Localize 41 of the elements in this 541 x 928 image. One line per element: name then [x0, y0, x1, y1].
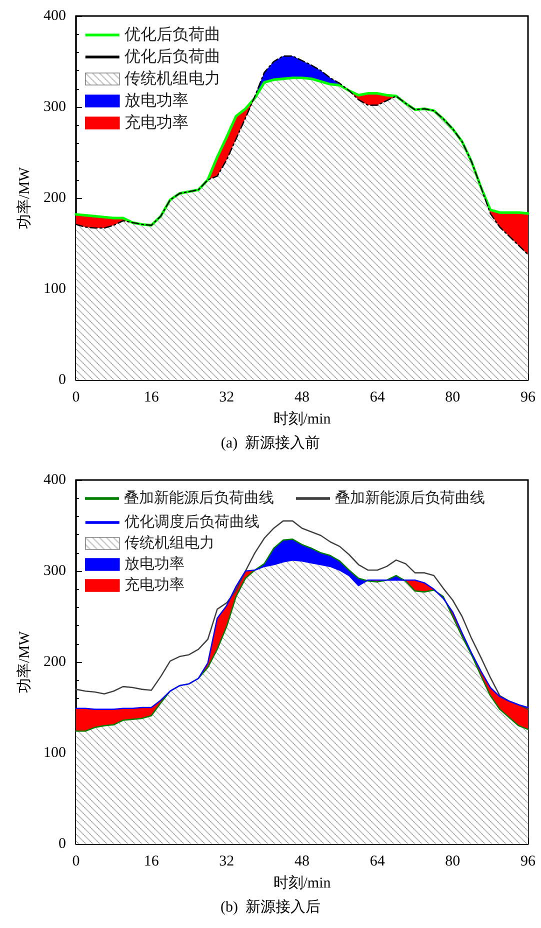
- x-tick-label: 64: [370, 390, 386, 406]
- legend-label: 充电功率: [124, 576, 184, 594]
- y-tick-label: 200: [44, 190, 66, 206]
- y-tick-label: 300: [44, 99, 66, 115]
- x-tick-label: 0: [72, 854, 80, 870]
- legend-label: 充电功率: [124, 114, 188, 132]
- x-tick-label: 64: [370, 854, 386, 870]
- y-tick-label: 0: [58, 372, 66, 388]
- x-tick-label: 80: [445, 390, 460, 406]
- legend-label: 叠加新能源后负荷曲线: [124, 490, 274, 506]
- y-tick-label: 100: [44, 281, 66, 297]
- text: (b) 新源接入后: [220, 898, 320, 916]
- legend-label: 优化后负荷曲: [124, 26, 220, 44]
- y-axis-title: 功率/MW: [16, 630, 34, 693]
- x-axis-title: 时刻/min: [273, 410, 332, 428]
- legend-label: 优化后负荷曲: [124, 48, 220, 66]
- x-axis-title: 时刻/min: [273, 874, 332, 892]
- x-tick-label: 48: [294, 390, 310, 406]
- y-tick-label: 100: [44, 745, 66, 761]
- legend-label: 优化调度后负荷曲线: [124, 514, 260, 530]
- x-tick-label: 96: [520, 390, 536, 406]
- x-tick-label: 16: [144, 390, 160, 406]
- y-tick-label: 300: [44, 563, 66, 579]
- y-axis-title: 功率/MW: [16, 166, 34, 229]
- x-tick-label: 96: [520, 854, 536, 870]
- x-tick-label: 32: [219, 390, 234, 406]
- legend-label: 放电功率: [124, 92, 188, 110]
- legend-label: 放电功率: [124, 556, 184, 572]
- legend-label: 传统机组电力: [124, 70, 220, 88]
- y-tick-label: 400: [44, 472, 66, 488]
- legend-label: 传统机组电力: [124, 534, 214, 552]
- x-tick-label: 16: [144, 854, 160, 870]
- x-tick-label: 48: [294, 854, 310, 870]
- y-tick-label: 400: [44, 8, 66, 24]
- x-tick-label: 80: [445, 854, 460, 870]
- y-tick-label: 200: [44, 654, 66, 670]
- y-tick-label: 0: [58, 836, 66, 852]
- legend-label: 叠加新能源后负荷曲线: [335, 490, 485, 506]
- text: (a) 新源接入前: [220, 434, 320, 452]
- x-tick-label: 0: [72, 390, 80, 406]
- x-tick-label: 32: [219, 854, 234, 870]
